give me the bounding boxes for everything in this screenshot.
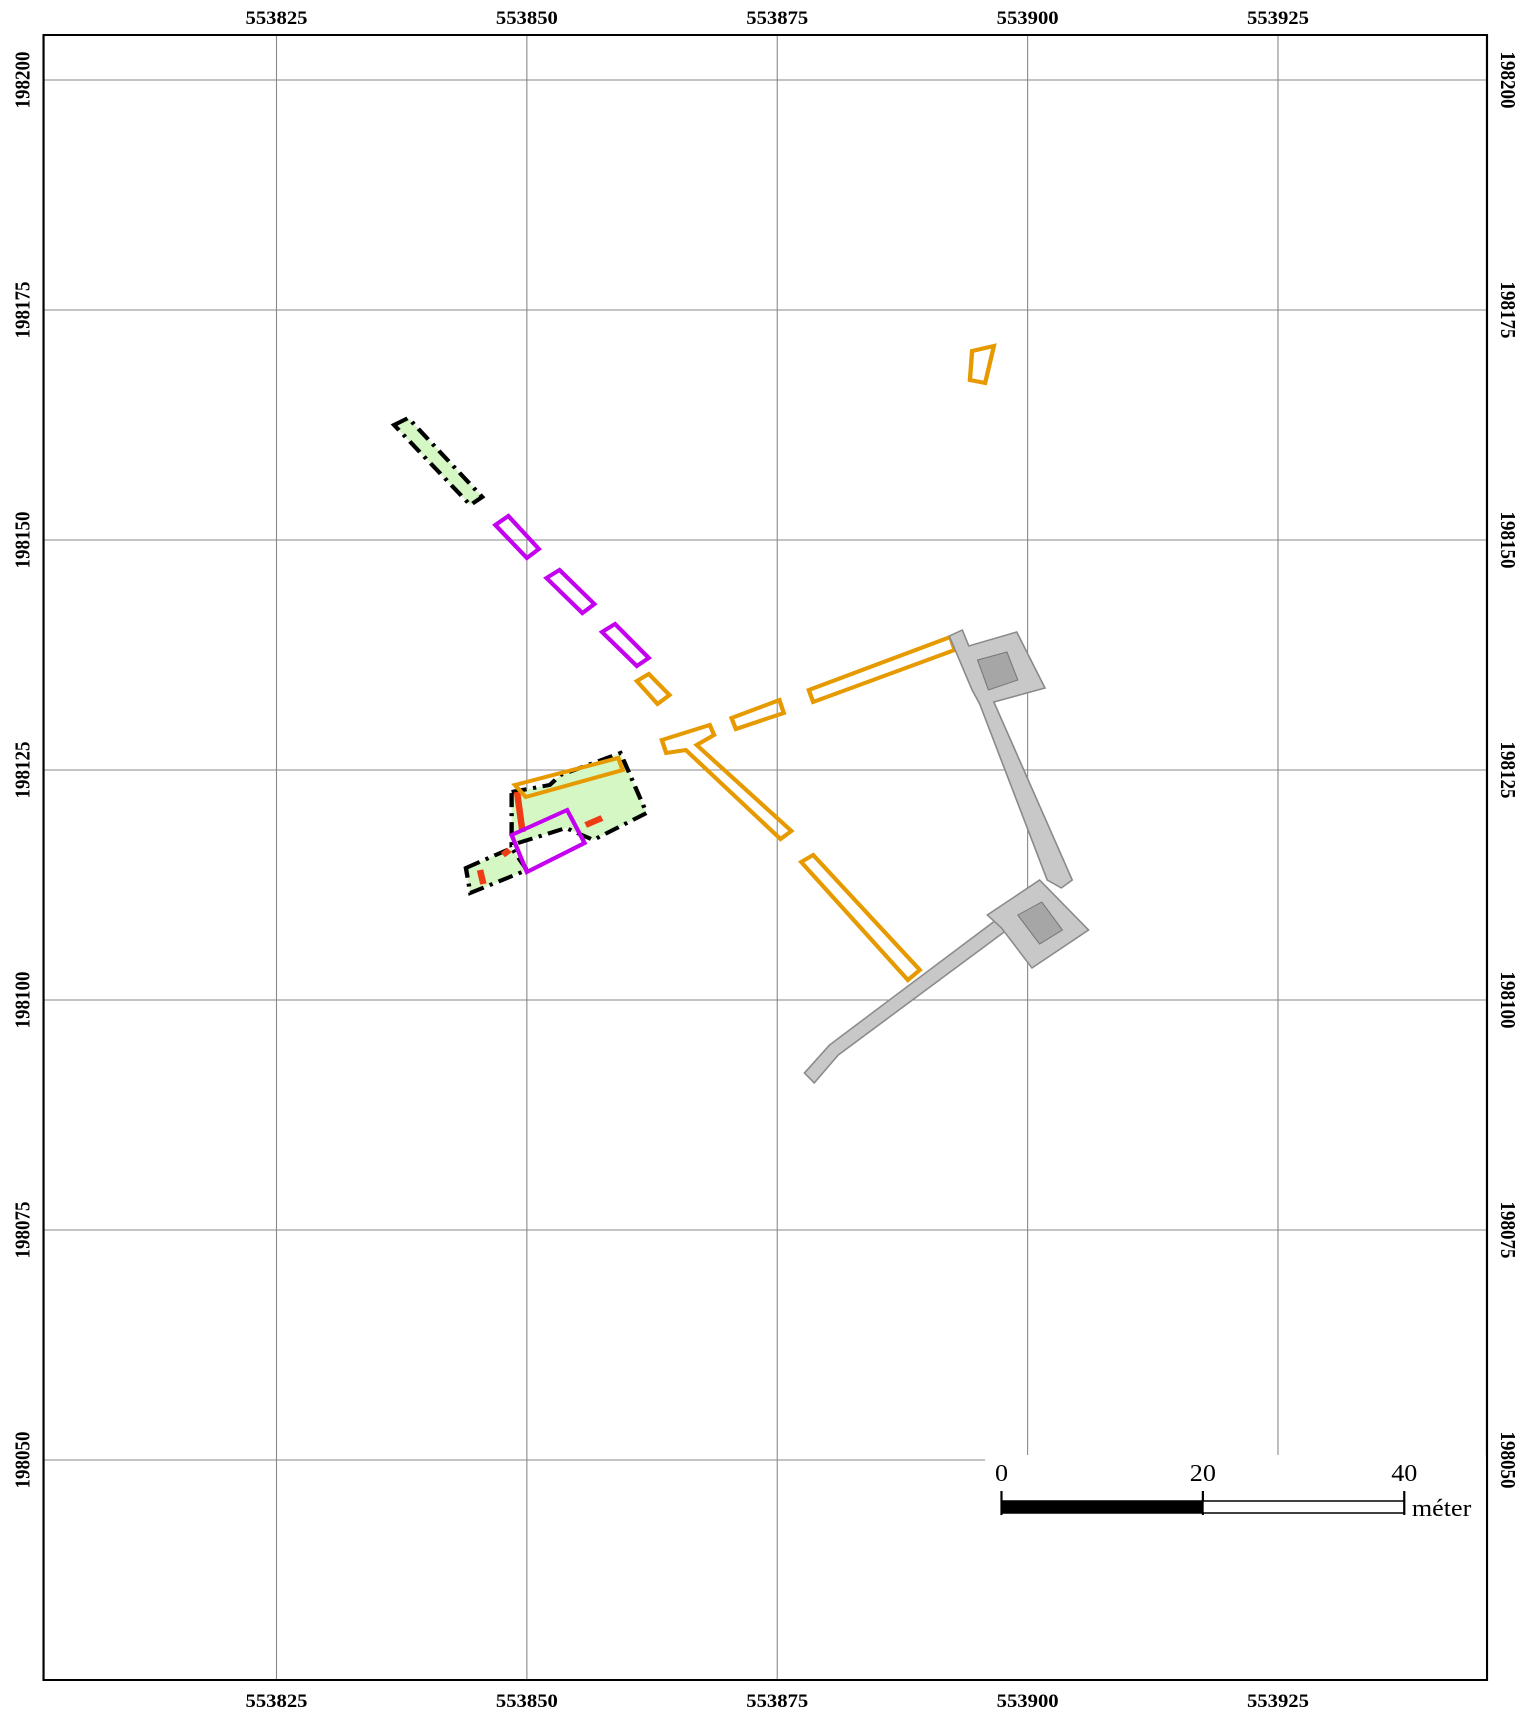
structure <box>803 918 1009 1085</box>
x-tick-label: 553850 <box>496 8 558 29</box>
y-tick-label: 198125 <box>1496 742 1519 799</box>
scale-label: 20 <box>1190 1461 1216 1487</box>
trench-outline <box>728 697 787 732</box>
y-tick-label: 198150 <box>1496 512 1519 569</box>
scale-label: 40 <box>1391 1461 1417 1487</box>
x-tick-label: 553925 <box>1247 8 1309 29</box>
y-tick-label: 198050 <box>12 1431 35 1488</box>
trench-outline <box>511 755 626 800</box>
x-tick-label: 553875 <box>746 1691 808 1712</box>
y-tick-label: 198200 <box>1496 52 1519 109</box>
wall-fragment <box>500 847 512 858</box>
y-tick-label: 198175 <box>1496 282 1519 339</box>
scale-segment <box>1000 1500 1204 1514</box>
x-tick-label: 553875 <box>746 8 808 29</box>
trench-outline <box>508 807 588 875</box>
y-tick-label: 198075 <box>1496 1202 1519 1259</box>
scale-label: 0 <box>995 1461 1008 1487</box>
trench-outline <box>598 621 653 669</box>
y-tick-label: 198075 <box>12 1201 35 1258</box>
y-tick-label: 198125 <box>12 741 35 798</box>
y-tick-label: 198200 <box>12 51 35 108</box>
structure <box>948 628 1074 889</box>
y-tick-label: 198175 <box>12 281 35 338</box>
trench-outline <box>797 852 923 983</box>
x-tick-label: 553825 <box>245 8 307 29</box>
x-tick-label: 553900 <box>997 8 1059 29</box>
trench-outline <box>967 343 997 386</box>
wall-fragment <box>513 791 526 833</box>
wall-fragment <box>476 869 487 885</box>
trench-outline <box>659 722 795 842</box>
scale-segment <box>1202 1500 1406 1514</box>
scale-unit: méter <box>1412 1496 1472 1522</box>
trench-outline <box>806 634 958 705</box>
x-tick-label: 553850 <box>496 1691 558 1712</box>
y-tick-label: 198100 <box>1496 972 1519 1029</box>
trench <box>390 415 486 508</box>
grid <box>43 35 1487 1680</box>
y-tick-label: 198150 <box>12 511 35 568</box>
x-tick-label: 553925 <box>1247 1691 1309 1712</box>
structure-room <box>1017 901 1064 945</box>
y-tick-label: 198100 <box>12 971 35 1028</box>
trench-outline <box>633 671 673 707</box>
structure-room <box>976 651 1019 691</box>
scale-bar: 0 20 40 méter <box>985 1455 1486 1679</box>
trench-outline <box>543 567 598 616</box>
x-tick-label: 553900 <box>997 1691 1059 1712</box>
trench-outline <box>492 513 542 561</box>
y-tick-label: 198050 <box>1496 1432 1519 1489</box>
scale-bar-background <box>985 1455 1486 1679</box>
frame <box>42 34 1489 1681</box>
features <box>390 343 1090 1085</box>
x-tick-label: 553825 <box>245 1691 307 1712</box>
wall-fragment <box>584 815 604 828</box>
